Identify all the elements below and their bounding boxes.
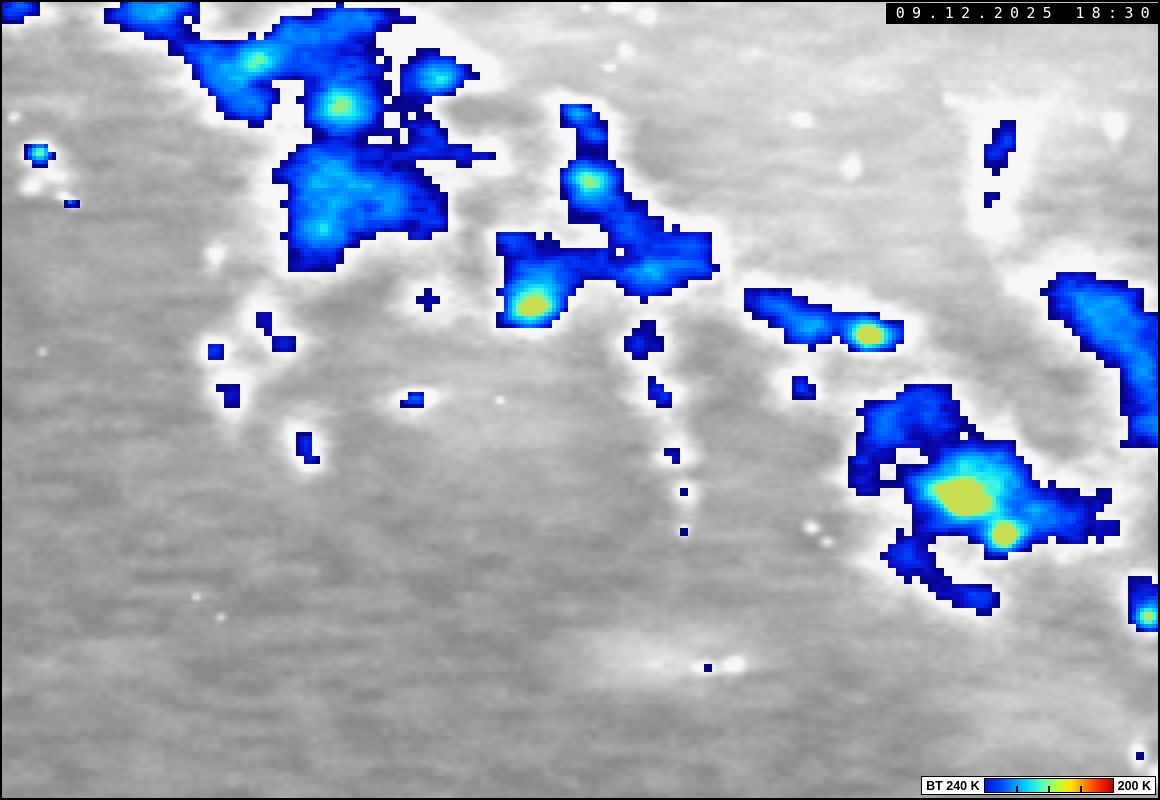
colorbar-legend: BT 240 K 200 K: [921, 776, 1156, 795]
colorbar-tick: [1015, 786, 1018, 792]
colorbar-gradient: [983, 778, 1114, 793]
colorbar-tick: [1079, 786, 1082, 792]
colorbar-tick: [1047, 786, 1050, 792]
colorbar-title-label: BT 240 K: [926, 778, 980, 793]
colorbar-end-label: 200 K: [1117, 778, 1151, 793]
timestamp-overlay: 09.12.2025 18:30: [885, 3, 1158, 24]
